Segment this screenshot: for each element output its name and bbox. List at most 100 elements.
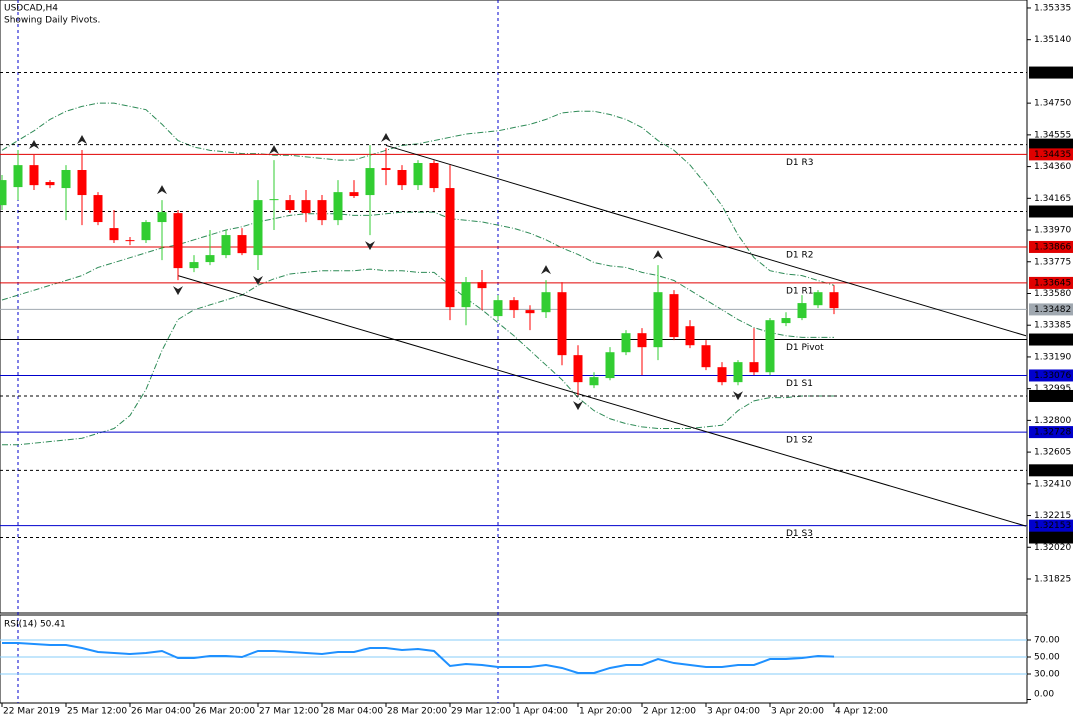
y-tick-label: 1.34555 — [1034, 130, 1071, 140]
level-box — [1029, 148, 1073, 161]
fractal-up — [77, 134, 87, 144]
candle-body — [253, 200, 263, 256]
x-tick-label: 28 Mar 20:00 — [387, 707, 447, 717]
y-tick-label: 1.34165 — [1034, 194, 1071, 204]
level-box — [1029, 66, 1073, 79]
level-label: 1.32080 — [1034, 533, 1071, 543]
level-label: 1.32153 — [1034, 521, 1071, 531]
candle-body — [797, 303, 807, 319]
fractal-up — [269, 145, 279, 155]
trendline — [177, 275, 1027, 527]
level-box — [1029, 138, 1073, 151]
candle-body — [381, 168, 391, 171]
candle-body — [829, 292, 839, 309]
level-name: D1 Pivot — [786, 343, 824, 353]
candle-body — [653, 292, 663, 348]
level-box — [1029, 205, 1073, 218]
level-name: D1 S3 — [786, 529, 813, 539]
rsi-line — [2, 641, 835, 674]
fractal-up — [541, 265, 551, 275]
candle-body — [317, 200, 327, 221]
x-tick-label: 1 Apr 20:00 — [579, 707, 632, 717]
level-label: 1.34084 — [1034, 207, 1071, 217]
band-middle — [1, 211, 834, 338]
level-box — [1029, 240, 1073, 253]
level-name: D1 R1 — [786, 286, 814, 296]
band-lower — [2, 268, 834, 446]
candle-body — [29, 165, 39, 186]
x-tick-label: 25 Mar 12:00 — [67, 707, 127, 717]
candle-body — [109, 228, 119, 241]
candle-body — [93, 195, 103, 223]
candle-body — [749, 362, 759, 373]
level-box — [1029, 303, 1073, 316]
candle-body — [525, 310, 535, 314]
level-box — [1029, 276, 1073, 289]
rsi-pane — [0, 614, 1028, 704]
y-tick-label: 1.32410 — [1034, 479, 1071, 489]
x-tick-label: 28 Mar 04:00 — [323, 707, 383, 717]
y-tick-label: 1.35335 — [1034, 3, 1071, 13]
candle-body — [557, 292, 567, 356]
y-tick-label: 1.31825 — [1034, 574, 1071, 584]
rsi-plot — [0, 639, 1027, 675]
level-label: 1.33482 — [1034, 305, 1071, 315]
y-tick-label: 1.33775 — [1034, 257, 1071, 267]
symbol: USDCAD,H4 — [4, 4, 58, 14]
candle-body — [813, 292, 823, 306]
fractal-down — [253, 276, 263, 286]
candle-body — [765, 320, 775, 373]
candle-body — [701, 345, 711, 368]
candle-body — [733, 362, 743, 383]
candle-body — [189, 262, 199, 269]
level-box — [1029, 519, 1073, 532]
level-box — [1029, 389, 1073, 402]
x-tick-label: 22 Mar 2019 — [3, 707, 60, 717]
level-name: D1 R2 — [786, 250, 814, 260]
candle-body — [285, 200, 295, 211]
level-label: 1.33297 — [1034, 335, 1071, 345]
level-label: 1.34495 — [1034, 140, 1071, 150]
y-tick-label: 1.33385 — [1034, 321, 1071, 331]
candle-body — [589, 377, 599, 386]
fractal-up — [157, 185, 167, 195]
rsi-title: RSI(14) 50.41 — [4, 620, 66, 630]
level-label: 1.34938 — [1034, 68, 1071, 78]
candle-body — [157, 212, 167, 223]
level-label: 1.32493 — [1034, 466, 1071, 476]
candle-body — [541, 292, 551, 313]
y-tick-label: 1.32215 — [1034, 511, 1071, 521]
candle-body — [605, 352, 615, 379]
x-tick-label: 29 Mar 12:00 — [451, 707, 511, 717]
y-tick-label: 1.32995 — [1034, 384, 1071, 394]
y-tick-label: 30.00 — [1034, 670, 1060, 680]
y-tick-label: 1.34750 — [1034, 99, 1071, 109]
level-box — [1029, 333, 1073, 346]
candle-body — [637, 333, 647, 348]
candle-body — [365, 168, 375, 196]
x-tick-label: 27 Mar 12:00 — [259, 707, 319, 717]
level-box — [1029, 464, 1073, 477]
candle-body — [205, 255, 215, 263]
y-tick-label: 1.33970 — [1034, 226, 1071, 236]
level-name: D1 S1 — [786, 379, 813, 389]
candle-body — [477, 282, 487, 289]
x-tick-label: 1 Apr 04:00 — [515, 707, 568, 717]
y-tick-label: 1.33190 — [1034, 352, 1071, 362]
candle-body — [461, 282, 471, 308]
level-name: D1 R3 — [786, 158, 814, 168]
candle-body — [349, 192, 359, 197]
candle-body — [413, 163, 423, 186]
fractal-up — [381, 133, 391, 143]
fractal-up — [29, 140, 39, 150]
level-label: 1.33076 — [1034, 371, 1071, 381]
x-tick-label: 26 Mar 04:00 — [131, 707, 191, 717]
main-plot: D1 R3 D1 R2 D1 R1 D1 Pivot D1 S1 D1 S2 D1 S3 — [0, 72, 1027, 539]
candle-body — [141, 222, 151, 241]
level-name: D1 S2 — [786, 436, 813, 446]
candle-body — [45, 182, 55, 186]
candle-body — [573, 355, 583, 383]
candle-body — [77, 170, 87, 196]
level-label: 1.33866 — [1034, 242, 1071, 252]
x-tick-label: 2 Apr 12:00 — [643, 707, 696, 717]
